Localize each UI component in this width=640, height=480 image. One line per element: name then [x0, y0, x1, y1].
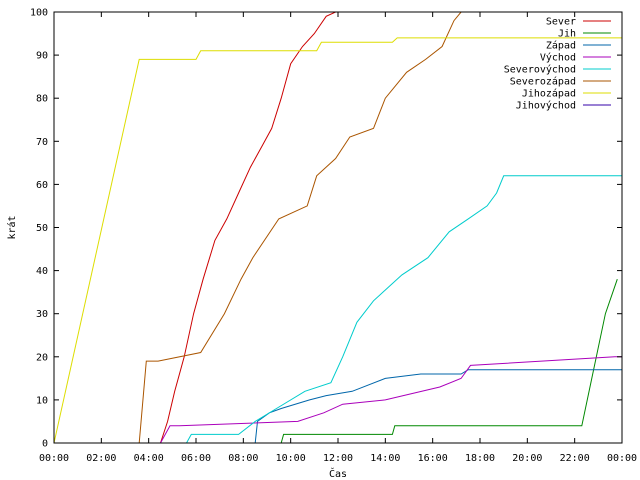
- x-tick-label: 18:00: [465, 453, 495, 464]
- y-tick-label: 60: [36, 180, 48, 191]
- x-tick-label: 12:00: [323, 453, 353, 464]
- y-tick-label: 70: [36, 137, 48, 148]
- x-tick-label: 06:00: [181, 453, 211, 464]
- legend-label: Východ: [540, 52, 576, 64]
- y-axis: 0 10 20 30 40 50 60 70 80 90 100: [30, 8, 622, 450]
- x-tick-label: 22:00: [560, 453, 590, 464]
- x-tick-label: 00:00: [39, 453, 69, 464]
- y-tick-label: 50: [36, 223, 48, 234]
- y-tick-label: 90: [36, 51, 48, 62]
- x-tick-label: 16:00: [418, 453, 448, 464]
- y-tick-label: 20: [36, 352, 48, 363]
- series-line-5: [138, 12, 462, 443]
- legend-label: Severozápad: [510, 76, 576, 88]
- legend-label: Severovýchod: [504, 64, 576, 76]
- series-line-0: [160, 12, 336, 443]
- x-tick-label: 02:00: [86, 453, 116, 464]
- x-tick-label: 08:00: [228, 453, 258, 464]
- x-axis-label: Čas: [329, 467, 347, 480]
- y-tick-label: 0: [42, 439, 48, 450]
- y-tick-label: 30: [36, 309, 48, 320]
- x-tick-label: 10:00: [276, 453, 306, 464]
- legend-label: Jih: [558, 29, 576, 40]
- series-line-4: [186, 175, 622, 443]
- legend-label: Jihovýchod: [516, 100, 576, 112]
- x-tick-label: 00:00: [607, 453, 637, 464]
- y-axis-label: krát: [6, 215, 18, 239]
- series-line-1: [280, 279, 618, 443]
- legend-label: Sever: [546, 17, 576, 28]
- series-line-3: [160, 356, 622, 443]
- legend-label: Jihozápad: [522, 88, 576, 100]
- legend-label: Západ: [546, 40, 576, 52]
- y-tick-label: 100: [30, 8, 48, 19]
- y-tick-label: 80: [36, 94, 48, 105]
- x-tick-label: 04:00: [134, 453, 164, 464]
- y-tick-label: 40: [36, 266, 48, 277]
- x-tick-label: 14:00: [370, 453, 400, 464]
- series-layer: [54, 12, 622, 443]
- y-tick-label: 10: [36, 395, 48, 406]
- x-axis: 00:00 02:00 04:00 06:00 08:00 10:00 12:00 14:00…: [39, 12, 637, 464]
- series-line-6: [54, 37, 622, 443]
- legend: SeverJihZápadVýchodSeverovýchodSeverozáp…: [504, 17, 611, 112]
- x-tick-label: 20:00: [512, 453, 542, 464]
